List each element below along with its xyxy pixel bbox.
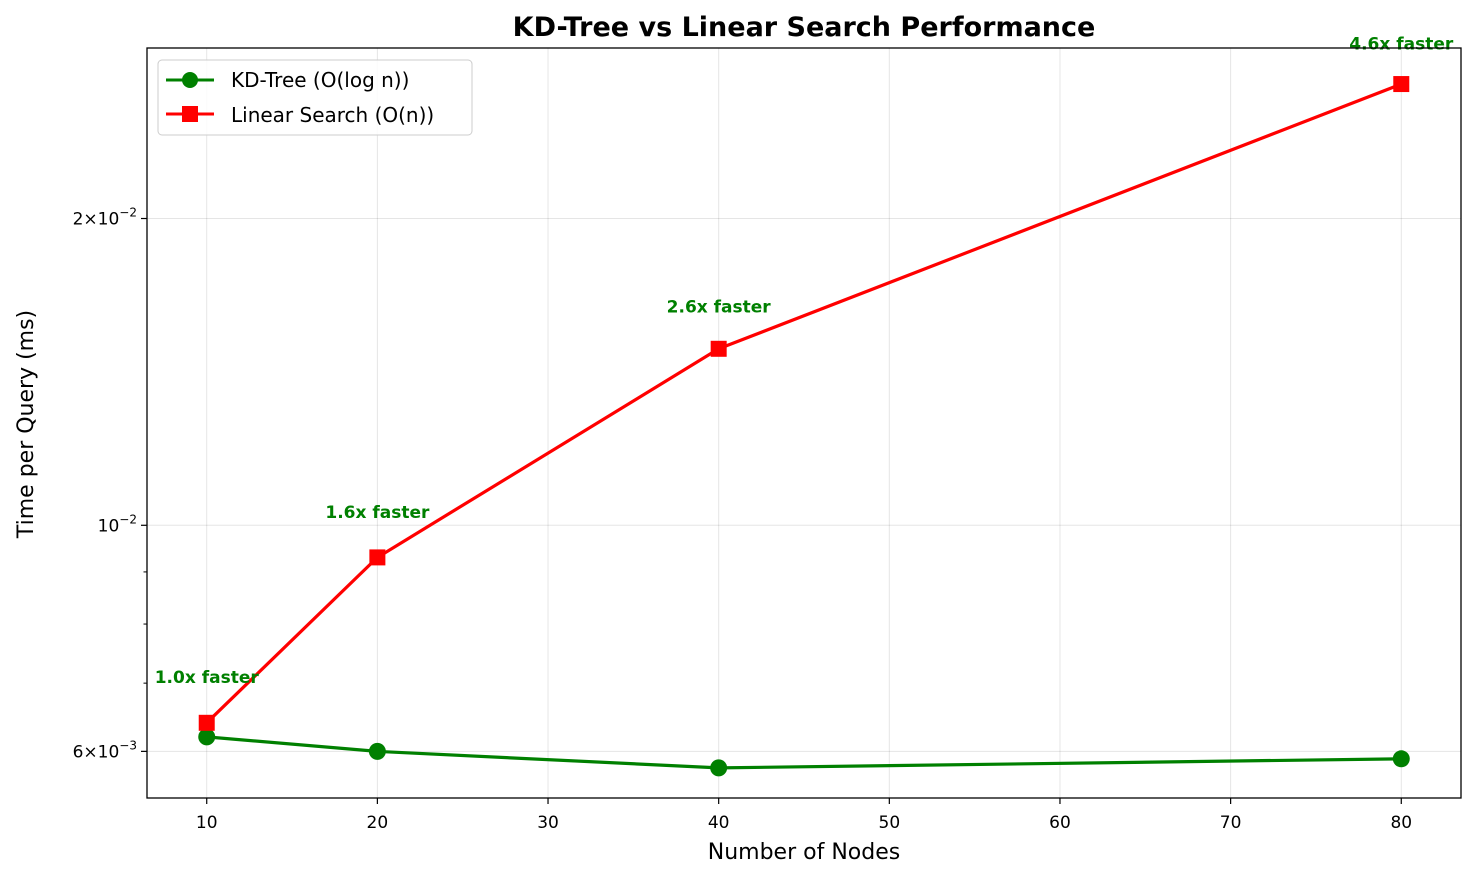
data-point — [710, 340, 727, 357]
x-tick-label: 70 — [1220, 813, 1242, 833]
annotation-label: 1.0x faster — [155, 668, 260, 688]
x-tick-label: 10 — [196, 813, 218, 833]
y-axis-ticks: 6×10−3 10−2 2×10−2 — [73, 206, 147, 762]
chart-title: KD-Tree vs Linear Search Performance — [513, 12, 1096, 43]
legend-box — [157, 59, 473, 136]
legend-marker-linear-search — [182, 106, 198, 122]
data-point — [198, 714, 215, 731]
legend-label-kd-tree: KD-Tree (O(log n)) — [231, 68, 409, 92]
series-line-1 — [205, 82, 1402, 724]
x-tick-label: 50 — [879, 813, 901, 833]
data-point — [368, 742, 386, 760]
series-layer — [198, 76, 1410, 777]
y-tick-label: 2×10−2 — [73, 206, 137, 230]
x-axis-label: Number of Nodes — [708, 840, 900, 865]
legend: KD-Tree (O(log n)) Linear Search (O(n)) — [157, 59, 473, 136]
y-tick-label: 6×10−3 — [73, 738, 137, 762]
data-point — [198, 728, 216, 746]
data-point — [1392, 750, 1410, 768]
annotations: 1.0x faster 1.6x faster 2.6x faster 4.6x fa… — [155, 35, 1454, 688]
plot-frame — [146, 47, 1462, 799]
annotation-label: 4.6x faster — [1349, 35, 1454, 55]
x-axis-ticks: 10 20 30 40 50 60 70 80 — [196, 798, 1412, 833]
y-axis-label: Time per Query (ms) — [14, 310, 39, 539]
x-tick-label: 20 — [367, 813, 389, 833]
x-tick-label: 40 — [708, 813, 730, 833]
y-tick-label: 10−2 — [98, 512, 137, 536]
series-line-0 — [206, 735, 1402, 770]
data-point — [369, 549, 386, 566]
x-tick-label: 60 — [1049, 813, 1071, 833]
annotation-label: 2.6x faster — [667, 297, 772, 317]
annotation-label: 1.6x faster — [325, 503, 430, 523]
legend-label-linear-search: Linear Search (O(n)) — [231, 103, 434, 127]
data-point — [710, 759, 728, 777]
x-tick-label: 30 — [537, 813, 559, 833]
data-point — [1393, 76, 1410, 93]
x-tick-label: 80 — [1390, 813, 1412, 833]
legend-marker-kd-tree — [182, 72, 198, 88]
